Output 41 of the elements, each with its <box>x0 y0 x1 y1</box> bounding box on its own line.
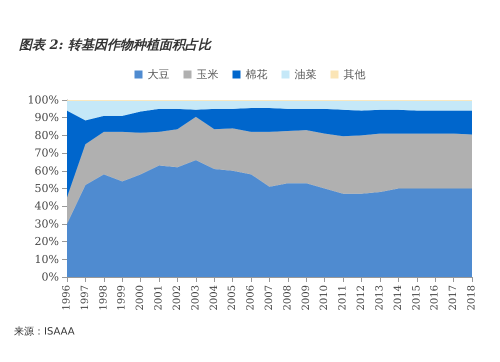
x-tick-label: 2018 <box>466 285 478 310</box>
y-tick-label: 80% <box>34 128 59 142</box>
legend-label: 玉米 <box>196 68 218 81</box>
y-tick-label: 60% <box>34 164 59 178</box>
chart-title: 图表 2: 转基因作物种植面积占比 <box>19 38 212 53</box>
y-tick-label: 30% <box>34 217 59 230</box>
x-tick-label: 2003 <box>190 285 202 310</box>
y-tick-label: 100% <box>28 94 59 106</box>
x-tick-label: 1996 <box>62 285 72 310</box>
y-tick-label: 10% <box>34 252 59 266</box>
x-tick-label: 2010 <box>319 285 330 310</box>
legend-label: 油菜 <box>294 68 316 81</box>
x-tick-label: 2016 <box>430 285 441 310</box>
x-tick-label: 2004 <box>208 285 220 310</box>
x-tick-label: 2014 <box>392 285 404 310</box>
x-tick-label: 2015 <box>411 285 422 310</box>
x-tick-label: 2001 <box>154 285 165 310</box>
legend-label: 其他 <box>344 68 366 81</box>
source-note: 来源：ISAAA <box>14 326 75 338</box>
x-tick-label: 1999 <box>116 285 128 310</box>
x-tick-label: 2007 <box>264 285 275 310</box>
y-tick-label: 20% <box>34 235 59 248</box>
legend-label: 棉花 <box>246 68 268 81</box>
x-tick-label: 2006 <box>246 285 257 310</box>
x-tick-label: 2012 <box>356 285 368 310</box>
x-tick-label: 2013 <box>374 285 386 310</box>
y-tick-label: 0% <box>42 270 59 284</box>
x-tick-label: 2000 <box>135 285 146 310</box>
y-tick-label: 90% <box>34 111 59 124</box>
y-tick-label: 70% <box>34 146 59 160</box>
x-tick-label: 1998 <box>98 285 110 310</box>
x-tick-label: 2005 <box>227 285 238 310</box>
y-tick-label: 40% <box>34 200 59 213</box>
y-tick-label: 50% <box>34 182 59 195</box>
x-tick-label: 2017 <box>448 285 460 310</box>
legend-label: 大豆 <box>148 68 170 81</box>
x-tick-label: 2009 <box>300 285 312 310</box>
x-tick-label: 2011 <box>338 285 349 310</box>
x-tick-label: 1997 <box>80 285 91 310</box>
x-tick-label: 2002 <box>172 285 183 310</box>
x-tick-label: 2008 <box>282 285 294 310</box>
